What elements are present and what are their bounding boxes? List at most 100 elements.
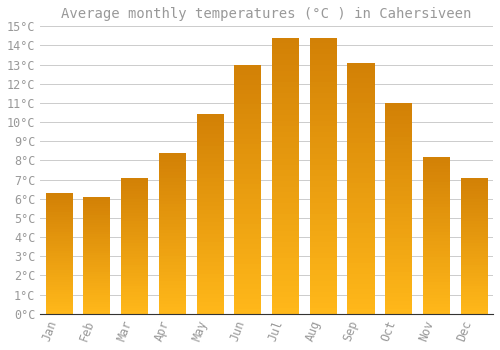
Bar <box>385 120 412 124</box>
Bar <box>84 232 110 234</box>
Bar <box>121 232 148 235</box>
Bar <box>348 193 374 198</box>
Bar <box>423 216 450 219</box>
Bar <box>234 244 262 249</box>
Bar <box>460 246 488 248</box>
Bar <box>234 304 262 309</box>
Bar <box>385 246 412 251</box>
Bar <box>310 297 337 303</box>
Bar <box>460 251 488 254</box>
Bar <box>84 304 110 307</box>
Bar <box>159 278 186 281</box>
Bar <box>84 295 110 297</box>
Bar <box>121 284 148 286</box>
Bar <box>460 311 488 314</box>
Bar <box>159 246 186 249</box>
Bar <box>234 139 262 144</box>
Bar <box>196 298 224 302</box>
Bar <box>234 229 262 234</box>
Bar <box>272 225 299 231</box>
Bar <box>310 65 337 71</box>
Bar <box>423 197 450 201</box>
Bar <box>272 137 299 142</box>
Bar <box>121 213 148 216</box>
Bar <box>460 216 488 218</box>
Bar <box>460 278 488 281</box>
Bar <box>423 288 450 292</box>
Bar <box>385 267 412 272</box>
Bar <box>121 178 148 180</box>
Bar <box>423 175 450 178</box>
Bar <box>385 145 412 149</box>
Bar <box>310 203 337 209</box>
Bar <box>272 71 299 76</box>
Bar <box>121 275 148 278</box>
Bar <box>121 240 148 243</box>
Bar <box>84 269 110 272</box>
Bar <box>348 178 374 183</box>
Bar <box>159 188 186 191</box>
Bar <box>46 203 73 205</box>
Bar <box>46 285 73 287</box>
Bar <box>310 259 337 264</box>
Bar <box>159 182 186 185</box>
Bar <box>310 192 337 198</box>
Bar <box>121 265 148 267</box>
Bar <box>348 223 374 228</box>
Bar <box>84 204 110 206</box>
Bar <box>423 194 450 197</box>
Bar <box>310 308 337 314</box>
Bar <box>84 276 110 279</box>
Bar <box>121 267 148 270</box>
Bar <box>272 104 299 110</box>
Bar <box>272 181 299 187</box>
Bar <box>159 224 186 227</box>
Bar <box>423 282 450 285</box>
Bar <box>460 199 488 202</box>
Bar <box>121 191 148 194</box>
Bar <box>348 248 374 253</box>
Bar <box>46 278 73 280</box>
Bar <box>310 187 337 192</box>
Bar <box>121 254 148 257</box>
Bar <box>460 308 488 311</box>
Bar <box>46 282 73 285</box>
Bar <box>460 194 488 197</box>
Bar <box>121 199 148 202</box>
Bar <box>46 258 73 260</box>
Bar <box>460 197 488 199</box>
Bar <box>234 144 262 149</box>
Bar <box>84 251 110 253</box>
Bar <box>84 260 110 262</box>
Bar <box>84 237 110 239</box>
Bar <box>196 262 224 266</box>
Bar <box>234 224 262 229</box>
Bar <box>423 191 450 194</box>
Bar <box>121 308 148 311</box>
Bar <box>460 213 488 216</box>
Bar <box>46 251 73 253</box>
Bar <box>46 270 73 273</box>
Bar <box>234 169 262 174</box>
Bar <box>385 272 412 276</box>
Bar <box>84 281 110 283</box>
Bar <box>121 289 148 292</box>
Bar <box>196 174 224 178</box>
Bar <box>348 253 374 258</box>
Bar <box>234 184 262 189</box>
Bar <box>423 163 450 166</box>
Bar <box>159 208 186 211</box>
Bar <box>234 114 262 119</box>
Bar <box>121 292 148 295</box>
Bar <box>423 254 450 257</box>
Bar <box>460 205 488 208</box>
Bar <box>310 104 337 110</box>
Bar <box>310 98 337 104</box>
Bar <box>423 238 450 242</box>
Bar <box>385 288 412 293</box>
Bar <box>196 266 224 270</box>
Bar <box>423 219 450 223</box>
Bar <box>234 75 262 79</box>
Bar <box>84 225 110 227</box>
Bar <box>234 284 262 289</box>
